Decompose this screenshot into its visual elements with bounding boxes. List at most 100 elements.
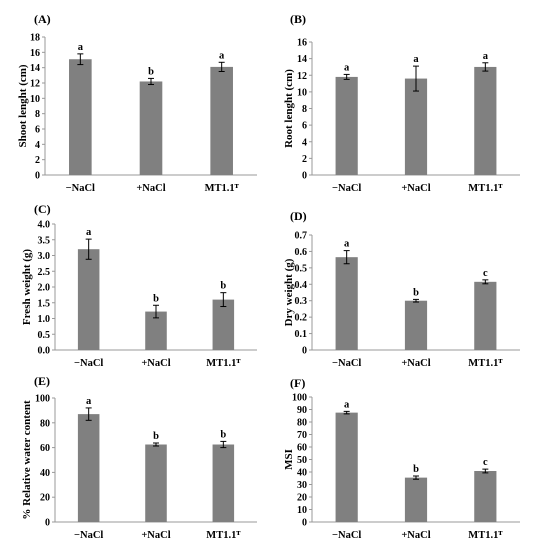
panel-3: (C) Fresh weight (g) 0.0 0.5 1.0 1.5 2.0 2.5 3.0… bbox=[21, 202, 257, 369]
y-tick-label: 20 bbox=[40, 493, 50, 504]
y-tick-label: 2 bbox=[302, 154, 307, 165]
bar bbox=[335, 412, 358, 522]
y-tick-label: 18 bbox=[30, 33, 40, 44]
y-tick-label: 60 bbox=[297, 443, 307, 454]
x-category-label: −NaCl bbox=[74, 530, 103, 541]
bar bbox=[139, 81, 163, 175]
significance-letter: b bbox=[220, 429, 226, 440]
y-tick-label: 8 bbox=[302, 104, 307, 115]
significance-letter: c bbox=[483, 457, 488, 468]
significance-letter: a bbox=[344, 239, 350, 250]
y-axis-label: MSI bbox=[283, 449, 295, 470]
x-category-label: −NaCl bbox=[74, 358, 103, 369]
y-tick-label: 30 bbox=[297, 480, 307, 491]
y-tick-label: 10 bbox=[297, 87, 307, 98]
y-axis-label: Fresh weight (g) bbox=[21, 249, 33, 326]
y-tick-label: 3.5 bbox=[38, 235, 51, 246]
panel-1: (A) Shoot lenght (cm) 0 2 4 6 8 10 12 14 16 18 a −NaC… bbox=[17, 12, 257, 194]
x-category-label: MT1.1ᵀ bbox=[206, 530, 241, 541]
panel-label: (D) bbox=[290, 209, 307, 223]
y-tick-label: 0.0 bbox=[38, 346, 51, 357]
bar bbox=[212, 299, 235, 350]
y-tick-label: 0 bbox=[45, 518, 50, 529]
bar bbox=[474, 471, 497, 522]
panel-label: (F) bbox=[290, 376, 305, 390]
y-tick-label: 3.0 bbox=[38, 251, 51, 262]
y-tick-label: 6 bbox=[302, 121, 307, 132]
y-tick-label: 0 bbox=[35, 171, 40, 182]
significance-letter: b bbox=[413, 464, 419, 475]
y-tick-label: 16 bbox=[30, 48, 40, 59]
bar bbox=[145, 311, 167, 350]
y-tick-label: 0.3 bbox=[295, 296, 308, 307]
bar bbox=[77, 414, 100, 522]
x-category-label: MT1.1ᵀ bbox=[206, 358, 241, 369]
significance-letter: a bbox=[344, 62, 350, 73]
bar bbox=[404, 477, 428, 522]
significance-letter: b bbox=[153, 293, 159, 304]
y-tick-label: 12 bbox=[297, 71, 307, 82]
y-tick-label: 80 bbox=[40, 418, 50, 429]
y-tick-label: 40 bbox=[40, 468, 50, 479]
y-tick-label: 4 bbox=[35, 140, 40, 151]
y-axis-label: Root lenght (cm) bbox=[283, 69, 295, 148]
y-tick-label: 100 bbox=[35, 394, 50, 405]
y-tick-label: 10 bbox=[297, 505, 307, 516]
y-tick-label: 0.6 bbox=[295, 247, 308, 258]
bar bbox=[77, 249, 100, 350]
y-tick-label: 0.2 bbox=[295, 313, 308, 324]
bar bbox=[335, 76, 358, 175]
x-category-label: +NaCl bbox=[401, 530, 430, 541]
x-category-label: MT1.1ᵀ bbox=[468, 358, 503, 369]
x-category-label: −NaCl bbox=[332, 530, 361, 541]
y-tick-label: 0.7 bbox=[295, 231, 308, 242]
y-tick-label: 40 bbox=[297, 468, 307, 479]
bar bbox=[145, 444, 167, 522]
significance-letter: b bbox=[220, 281, 226, 292]
x-category-label: −NaCl bbox=[332, 183, 361, 194]
x-category-label: +NaCl bbox=[141, 530, 170, 541]
y-tick-label: 1.0 bbox=[38, 314, 51, 325]
y-tick-label: 50 bbox=[297, 455, 307, 466]
y-tick-label: 0.4 bbox=[295, 280, 308, 291]
y-axis-label: % Relative water content bbox=[21, 400, 33, 520]
y-tick-label: 0 bbox=[302, 518, 307, 529]
y-tick-label: 1.5 bbox=[38, 298, 51, 309]
y-tick-label: 2.5 bbox=[38, 267, 51, 278]
bar bbox=[210, 66, 233, 175]
y-tick-label: 10 bbox=[30, 94, 40, 105]
panel-5: (E)% Relative water content 0 20 40 60 80 100 a… bbox=[21, 374, 257, 541]
significance-letter: b bbox=[413, 287, 419, 298]
y-tick-label: 2 bbox=[35, 155, 40, 166]
y-tick-label: 20 bbox=[297, 493, 307, 504]
panel-label: (C) bbox=[34, 202, 51, 216]
y-axis-label: Shoot lenght (cm) bbox=[17, 64, 29, 147]
bar bbox=[69, 59, 92, 175]
y-tick-label: 0 bbox=[302, 171, 307, 182]
y-tick-label: 4.0 bbox=[38, 220, 51, 231]
y-tick-label: 12 bbox=[30, 79, 40, 90]
y-tick-label: 8 bbox=[35, 109, 40, 120]
bar bbox=[335, 257, 358, 350]
y-tick-label: 0 bbox=[302, 346, 307, 357]
y-tick-label: 90 bbox=[297, 405, 307, 416]
bar bbox=[404, 300, 428, 350]
y-tick-label: 16 bbox=[297, 38, 307, 49]
panel-label: (B) bbox=[290, 12, 306, 26]
y-axis-label: Dry weight (g) bbox=[283, 258, 295, 326]
significance-letter: a bbox=[86, 227, 92, 238]
y-tick-label: 6 bbox=[35, 125, 40, 136]
x-category-label: MT1.1ᵀ bbox=[205, 183, 240, 194]
x-category-label: −NaCl bbox=[332, 358, 361, 369]
panel-4: (D) Dry weight (g) 0 0.1 0.2 0.3 0.4 0.5 0.6 0.7 a… bbox=[283, 209, 520, 369]
significance-letter: a bbox=[78, 42, 84, 53]
bar bbox=[212, 444, 235, 522]
x-category-label: +NaCl bbox=[401, 358, 430, 369]
significance-letter: a bbox=[219, 50, 225, 61]
x-category-label: MT1.1ᵀ bbox=[468, 530, 503, 541]
y-tick-label: 80 bbox=[297, 418, 307, 429]
y-tick-label: 0.5 bbox=[295, 263, 308, 274]
significance-letter: b bbox=[148, 66, 154, 77]
significance-letter: a bbox=[483, 51, 489, 62]
